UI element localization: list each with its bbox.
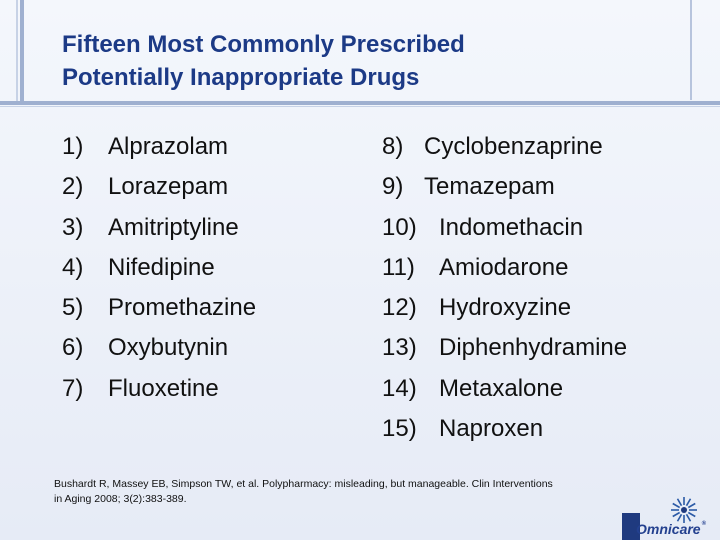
item-number: 10) [382,213,417,241]
left-accent-line-thin [16,0,18,104]
right-accent-line [690,0,692,100]
list-item: 4) Nifedipine [62,248,256,288]
omnicare-logo-text: Omnicare® [636,521,706,537]
list-item: 15) Naproxen [382,409,627,449]
logo-bar [622,513,640,540]
drug-name: Temazepam [424,173,555,201]
drug-name: Fluoxetine [108,374,219,402]
drug-name: Lorazepam [108,173,229,201]
item-number: 5) [62,294,84,322]
logo-text: Omnicare [636,521,701,537]
list-item: 13) Diphenhydramine [382,328,627,368]
drug-name: Hydroxyzine [439,294,572,322]
drug-name: Naproxen [439,415,544,443]
slide-title-line-1: Fifteen Most Commonly Prescribed [62,31,465,58]
item-number: 1) [62,133,84,160]
list-item: 9) Temazepam [382,167,627,207]
drug-name: Amitriptyline [108,213,239,241]
item-number: 8) [382,133,404,160]
list-item: 3) Amitriptyline [62,208,256,248]
item-number: 12) [382,294,417,322]
drug-name: Oxybutynin [108,334,229,362]
drug-name: Cyclobenzaprine [424,133,603,160]
item-number: 15) [382,415,417,443]
item-number: 13) [382,334,417,362]
list-item: 11) Amiodarone [382,248,627,288]
drug-name: Indomethacin [439,213,584,241]
slide-title: Fifteen Most Commonly Prescribed Potenti… [62,28,662,94]
item-number: 2) [62,173,84,201]
list-item: 2) Lorazepam [62,167,256,207]
slide-title-line-2: Potentially Inappropriate Drugs [62,64,420,91]
drug-name: Diphenhydramine [439,334,628,362]
registered-mark: ® [701,521,707,527]
title-divider [0,101,720,105]
item-number: 14) [382,374,417,402]
citation: Bushardt R, Massey EB, Simpson TW, et al… [54,477,654,507]
item-number: 4) [62,253,84,281]
citation-line-1: Bushardt R, Massey EB, Simpson TW, et al… [54,478,553,490]
item-number: 9) [382,173,404,201]
drug-name: Promethazine [108,294,257,322]
list-item: 8) Cyclobenzaprine [382,127,627,167]
list-item: 5) Promethazine [62,288,256,328]
list-item: 7) Fluoxetine [62,369,256,409]
drug-list-left: 1) Alprazolam 2) Lorazepam 3) Amitriptyline… [62,127,256,409]
omnicare-logo-mark [671,497,697,523]
list-item: 1) Alprazolam [62,127,256,167]
list-item: 10) Indomethacin [382,208,627,248]
drug-name: Alprazolam [108,133,229,160]
drug-name: Nifedipine [108,253,215,281]
left-accent-line [20,0,24,104]
drug-name: Metaxalone [439,374,564,402]
item-number: 7) [62,374,84,402]
drug-list-right: 8) Cyclobenzaprine 9) Temazepam 10) Indomet… [382,127,627,449]
drug-name: Amiodarone [439,253,569,281]
list-item: 6) Oxybutynin [62,328,256,368]
citation-line-2: in Aging 2008; 3(2):383-389. [54,493,187,505]
list-item: 12) Hydroxyzine [382,288,627,328]
item-number: 6) [62,334,84,362]
list-item: 14) Metaxalone [382,369,627,409]
title-divider-thin [0,106,720,107]
item-number: 3) [62,213,84,241]
item-number: 11) [382,253,415,281]
starburst-icon [671,497,697,523]
